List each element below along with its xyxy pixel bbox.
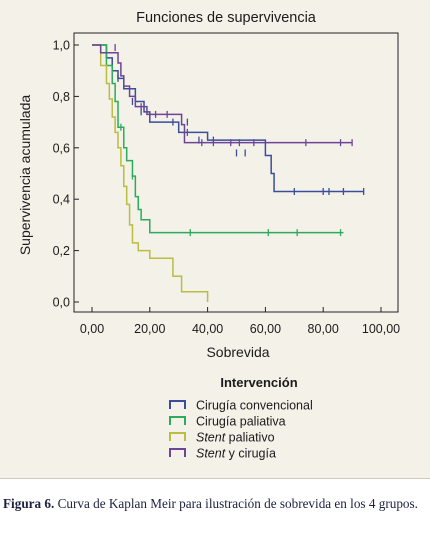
y-tick-label: 0,2 <box>53 244 70 258</box>
figure-caption: Figura 6. Curva de Kaplan Meir para ilus… <box>3 494 427 513</box>
plot-frame <box>73 32 399 313</box>
legend: Intervención Cirugía convencionalCirugía… <box>169 375 313 461</box>
y-tick-label: 0,4 <box>53 193 70 207</box>
survival-chart: Funciones de supervivencia 0,00,20,40,60… <box>17 10 400 461</box>
legend-label-italic: Stent <box>196 431 226 445</box>
legend-label-text: y cirugía <box>225 447 276 461</box>
caption-label: Figura 6. <box>3 496 55 511</box>
x-tick-label: 20,00 <box>134 322 165 336</box>
y-tick-label: 1,0 <box>53 39 70 53</box>
series-layer <box>92 44 365 302</box>
legend-swatch <box>169 432 186 441</box>
legend-swatch <box>169 416 186 425</box>
y-tick-label: 0,0 <box>53 296 70 310</box>
legend-title: Intervención <box>220 375 297 390</box>
legend-swatch <box>169 400 186 409</box>
legend-label-text: Cirugía convencional <box>196 399 313 413</box>
figure-panel: Funciones de supervivencia 0,0 0,2 0,4 0,6 0… <box>0 0 430 479</box>
legend-label-text: paliativo <box>225 431 274 445</box>
caption-text: Curva de Kaplan Meir para ilustración de… <box>57 496 418 511</box>
chart-title: Funciones de supervivencia <box>136 10 317 26</box>
y-tick-label: 0,6 <box>53 141 70 155</box>
x-tick-label: 0,00 <box>80 322 104 336</box>
x-tick-label: 100,00 <box>362 322 400 336</box>
y-axis-ticks: 0,0 0,2 0,4 0,6 0,8 1,0 <box>53 39 79 310</box>
y-axis-label: Supervivencia acumulada <box>17 95 33 256</box>
x-axis-label: Sobrevida <box>206 344 269 360</box>
x-tick-label: 80,00 <box>308 322 339 336</box>
legend-label: Cirugía convencional <box>196 399 313 413</box>
legend-label: Stent y cirugía <box>196 447 276 461</box>
legend-label-text: Cirugía paliativa <box>196 415 286 429</box>
legend-label: Stent paliativo <box>196 431 275 445</box>
y-tick-label: 0,8 <box>53 90 70 104</box>
legend-label: Cirugía paliativa <box>196 415 286 429</box>
x-tick-label: 60,00 <box>250 322 281 336</box>
series-line-4 <box>92 44 353 144</box>
x-axis-ticks: 0,00 20,00 40,00 60,00 80,00 100,00 <box>80 307 400 336</box>
legend-label-italic: Stent <box>196 447 226 461</box>
series-line-3 <box>92 44 209 302</box>
legend-swatch <box>169 448 186 457</box>
legend-entries: Cirugía convencional Cirugía paliativa Ste… <box>169 399 313 461</box>
series-line-2 <box>92 44 344 234</box>
x-tick-label: 40,00 <box>192 322 223 336</box>
